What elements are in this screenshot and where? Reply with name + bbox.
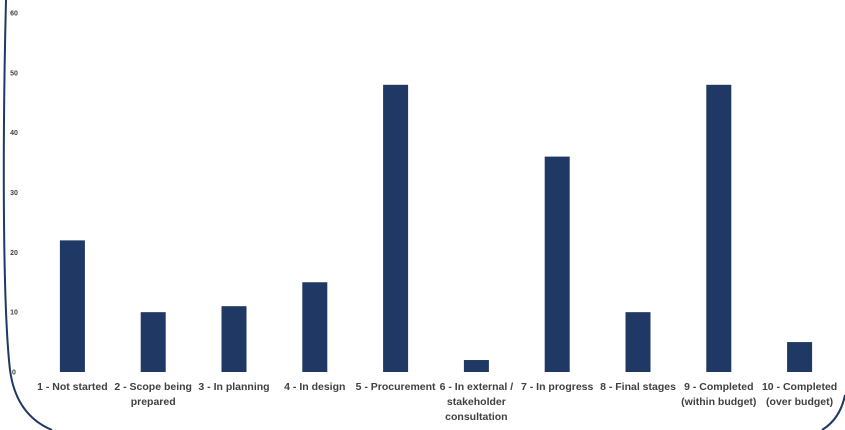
y-axis: 0 10 20 30 40 50 60 <box>10 11 18 377</box>
bar <box>463 360 489 372</box>
x-tick-label: 2 - Scope being prepared <box>114 381 192 408</box>
y-tick-label: 0 <box>12 370 16 377</box>
x-tick-label: 4 - In design <box>284 381 346 393</box>
y-tick-label: 50 <box>10 70 18 77</box>
x-tick-label: 1 - Not started <box>37 381 108 393</box>
x-tick-label: 7 - In progress <box>521 381 594 393</box>
x-tick-label: 5 - Procurement <box>355 381 436 393</box>
x-tick-label: 6 - In external / stakeholder consultati… <box>439 381 514 423</box>
y-tick-label: 40 <box>10 130 18 137</box>
bar <box>706 84 732 373</box>
bar <box>625 312 651 372</box>
bar <box>787 342 813 372</box>
x-tick-label: 10 - Completed (over budget) <box>761 381 838 408</box>
bar <box>544 156 570 372</box>
y-tick-label: 30 <box>10 190 18 197</box>
bar <box>59 240 85 372</box>
x-tick-label: 9 - Completed (within budget) <box>681 381 757 408</box>
x-tick-label: 3 - In planning <box>198 381 270 393</box>
bar <box>383 84 409 373</box>
bar <box>140 312 166 372</box>
x-tick-label: 8 - Final stages <box>600 381 676 393</box>
y-tick-label: 20 <box>10 250 18 257</box>
y-tick-label: 60 <box>10 11 18 18</box>
frame-curve-left <box>2 0 53 430</box>
bar <box>302 282 328 372</box>
frame-curve-right <box>821 394 845 430</box>
bar <box>221 306 247 372</box>
bars <box>59 84 813 373</box>
y-tick-label: 10 <box>10 310 18 317</box>
